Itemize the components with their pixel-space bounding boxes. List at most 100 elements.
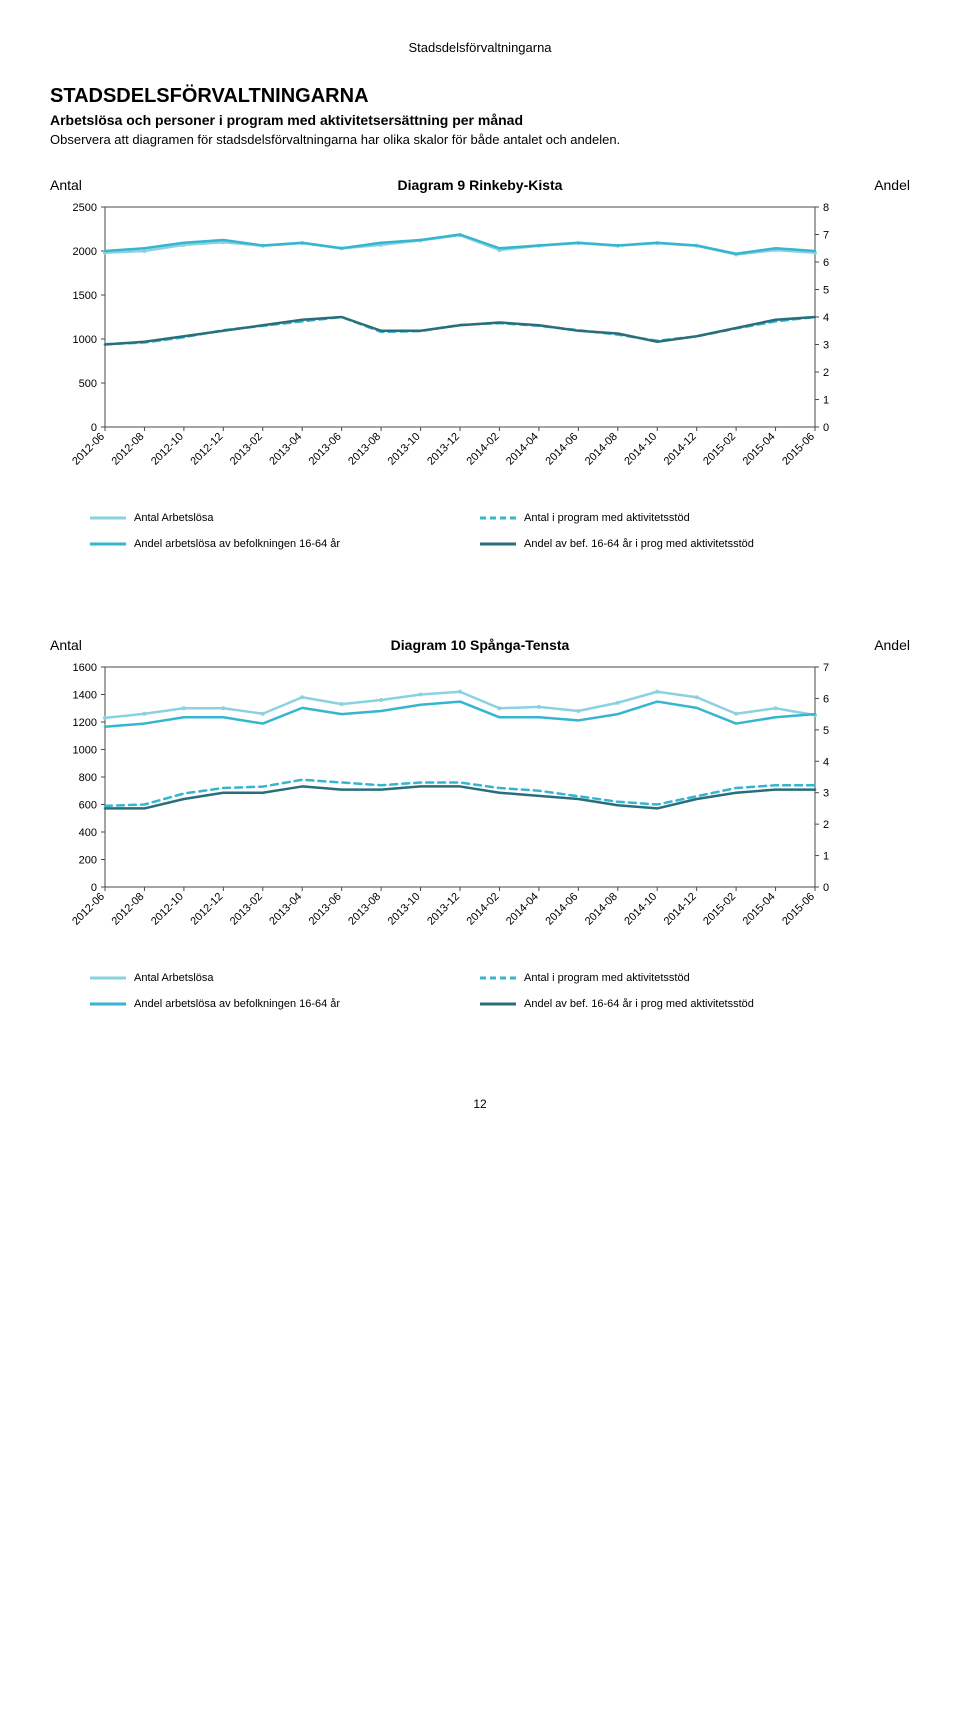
legend-item: Andel arbetslösa av befolkningen 16-64 å…	[90, 537, 480, 551]
chart-10-legend: Antal Arbetslösa Antal i program med akt…	[50, 965, 910, 1017]
svg-text:1400: 1400	[73, 690, 97, 702]
svg-text:2015-02: 2015-02	[701, 431, 738, 468]
legend-swatch-solid-mid	[90, 537, 126, 551]
svg-text:2014-04: 2014-04	[504, 891, 541, 928]
svg-text:500: 500	[79, 378, 97, 390]
legend-item: Antal Arbetslösa	[90, 511, 480, 525]
svg-text:2014-10: 2014-10	[622, 431, 659, 468]
svg-text:2014-02: 2014-02	[465, 431, 502, 468]
svg-text:2014-02: 2014-02	[465, 891, 502, 928]
svg-text:2013-06: 2013-06	[307, 891, 344, 928]
svg-text:4: 4	[823, 756, 829, 768]
svg-text:1000: 1000	[73, 334, 97, 346]
chart-10-title: Diagram 10 Spånga-Tensta	[120, 637, 840, 653]
svg-text:2014-10: 2014-10	[622, 891, 659, 928]
svg-text:2012-12: 2012-12	[188, 431, 225, 468]
svg-text:2012-08: 2012-08	[110, 891, 147, 928]
svg-text:2012-06: 2012-06	[70, 431, 107, 468]
subheading-bold: Arbetslösa och personer i program med ak…	[50, 112, 910, 128]
svg-text:2500: 2500	[73, 202, 97, 214]
svg-text:2: 2	[823, 819, 829, 831]
svg-text:2015-06: 2015-06	[780, 891, 817, 928]
svg-text:800: 800	[79, 772, 97, 784]
chart-10-block: Antal Diagram 10 Spånga-Tensta Andel 0 20…	[50, 637, 910, 1017]
svg-text:2012-10: 2012-10	[149, 431, 186, 468]
svg-text:7: 7	[823, 662, 829, 674]
legend-label: Andel av bef. 16-64 år i prog med aktivi…	[524, 538, 754, 550]
chart-9-title: Diagram 9 Rinkeby-Kista	[120, 177, 840, 193]
chart-10-right-axis-label: Andel	[840, 637, 910, 653]
legend-item: Andel arbetslösa av befolkningen 16-64 å…	[90, 997, 480, 1011]
svg-text:6: 6	[823, 257, 829, 269]
svg-text:2014-12: 2014-12	[662, 431, 699, 468]
main-heading: STADSDELSFÖRVALTNINGARNA	[50, 85, 910, 108]
legend-item: Antal i program med aktivitetsstöd	[480, 511, 870, 525]
legend-swatch-solid-dark	[480, 997, 516, 1011]
chart-9-legend: Antal Arbetslösa Antal i program med akt…	[50, 505, 910, 557]
svg-text:2013-12: 2013-12	[425, 891, 462, 928]
legend-item: Antal Arbetslösa	[90, 971, 480, 985]
svg-text:2013-10: 2013-10	[386, 431, 423, 468]
svg-text:2013-02: 2013-02	[228, 891, 265, 928]
legend-item: Antal i program med aktivitetsstöd	[480, 971, 870, 985]
svg-text:2014-06: 2014-06	[543, 891, 580, 928]
legend-label: Antal Arbetslösa	[134, 972, 214, 984]
legend-label: Antal i program med aktivitetsstöd	[524, 972, 690, 984]
svg-text:2: 2	[823, 367, 829, 379]
svg-text:2015-04: 2015-04	[741, 891, 778, 928]
svg-text:3: 3	[823, 788, 829, 800]
legend-swatch-dotted-light	[90, 971, 126, 985]
legend-label: Antal Arbetslösa	[134, 512, 214, 524]
chart-10-left-axis-label: Antal	[50, 637, 120, 653]
svg-text:600: 600	[79, 800, 97, 812]
svg-text:0: 0	[823, 882, 829, 894]
legend-item: Andel av bef. 16-64 år i prog med aktivi…	[480, 537, 870, 551]
svg-text:2015-06: 2015-06	[780, 431, 817, 468]
svg-text:2013-12: 2013-12	[425, 431, 462, 468]
svg-text:2013-04: 2013-04	[267, 891, 304, 928]
svg-text:2013-04: 2013-04	[267, 431, 304, 468]
legend-label: Andel av bef. 16-64 år i prog med aktivi…	[524, 998, 754, 1010]
svg-text:2014-06: 2014-06	[543, 431, 580, 468]
svg-text:1: 1	[823, 851, 829, 863]
svg-text:2012-06: 2012-06	[70, 891, 107, 928]
legend-swatch-dashed-mid	[480, 971, 516, 985]
svg-text:2013-02: 2013-02	[228, 431, 265, 468]
legend-label: Andel arbetslösa av befolkningen 16-64 å…	[134, 998, 340, 1010]
legend-swatch-dashed-mid	[480, 511, 516, 525]
svg-text:2012-12: 2012-12	[188, 891, 225, 928]
svg-text:2014-04: 2014-04	[504, 431, 541, 468]
svg-text:200: 200	[79, 855, 97, 867]
svg-text:7: 7	[823, 230, 829, 242]
chart-9-left-axis-label: Antal	[50, 177, 120, 193]
svg-text:1000: 1000	[73, 745, 97, 757]
svg-text:1500: 1500	[73, 290, 97, 302]
svg-text:5: 5	[823, 285, 829, 297]
svg-text:2015-04: 2015-04	[741, 431, 778, 468]
svg-text:5: 5	[823, 725, 829, 737]
legend-item: Andel av bef. 16-64 år i prog med aktivi…	[480, 997, 870, 1011]
svg-text:1: 1	[823, 395, 829, 407]
svg-text:2013-08: 2013-08	[346, 431, 383, 468]
chart-9-svg: 050010001500200025000123456782012-062012…	[50, 197, 870, 497]
page-number: 12	[50, 1097, 910, 1111]
legend-label: Andel arbetslösa av befolkningen 16-64 å…	[134, 538, 340, 550]
legend-swatch-solid-mid	[90, 997, 126, 1011]
svg-text:2015-02: 2015-02	[701, 891, 738, 928]
svg-text:2014-08: 2014-08	[583, 891, 620, 928]
subheading-plain: Observera att diagramen för stadsdelsför…	[50, 132, 910, 147]
svg-text:3: 3	[823, 340, 829, 352]
legend-swatch-dotted-light	[90, 511, 126, 525]
svg-text:2000: 2000	[73, 246, 97, 258]
svg-text:2013-06: 2013-06	[307, 431, 344, 468]
svg-text:1200: 1200	[73, 717, 97, 729]
svg-text:400: 400	[79, 827, 97, 839]
svg-text:2013-10: 2013-10	[386, 891, 423, 928]
svg-text:2014-12: 2014-12	[662, 891, 699, 928]
svg-text:2013-08: 2013-08	[346, 891, 383, 928]
svg-text:8: 8	[823, 202, 829, 214]
legend-swatch-solid-dark	[480, 537, 516, 551]
legend-label: Antal i program med aktivitetsstöd	[524, 512, 690, 524]
chart-9-block: Antal Diagram 9 Rinkeby-Kista Andel 0500…	[50, 177, 910, 557]
svg-text:0: 0	[823, 422, 829, 434]
